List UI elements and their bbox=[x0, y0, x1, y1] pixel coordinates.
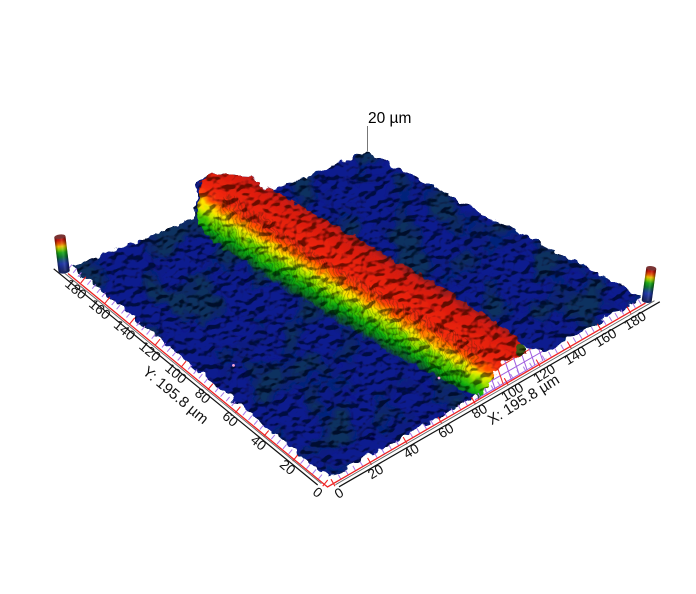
svg-text:20 µm: 20 µm bbox=[368, 110, 411, 127]
svg-text:60: 60 bbox=[436, 420, 457, 441]
svg-text:20: 20 bbox=[365, 461, 386, 482]
svg-text:40: 40 bbox=[401, 441, 422, 462]
svg-text:80: 80 bbox=[469, 401, 490, 422]
